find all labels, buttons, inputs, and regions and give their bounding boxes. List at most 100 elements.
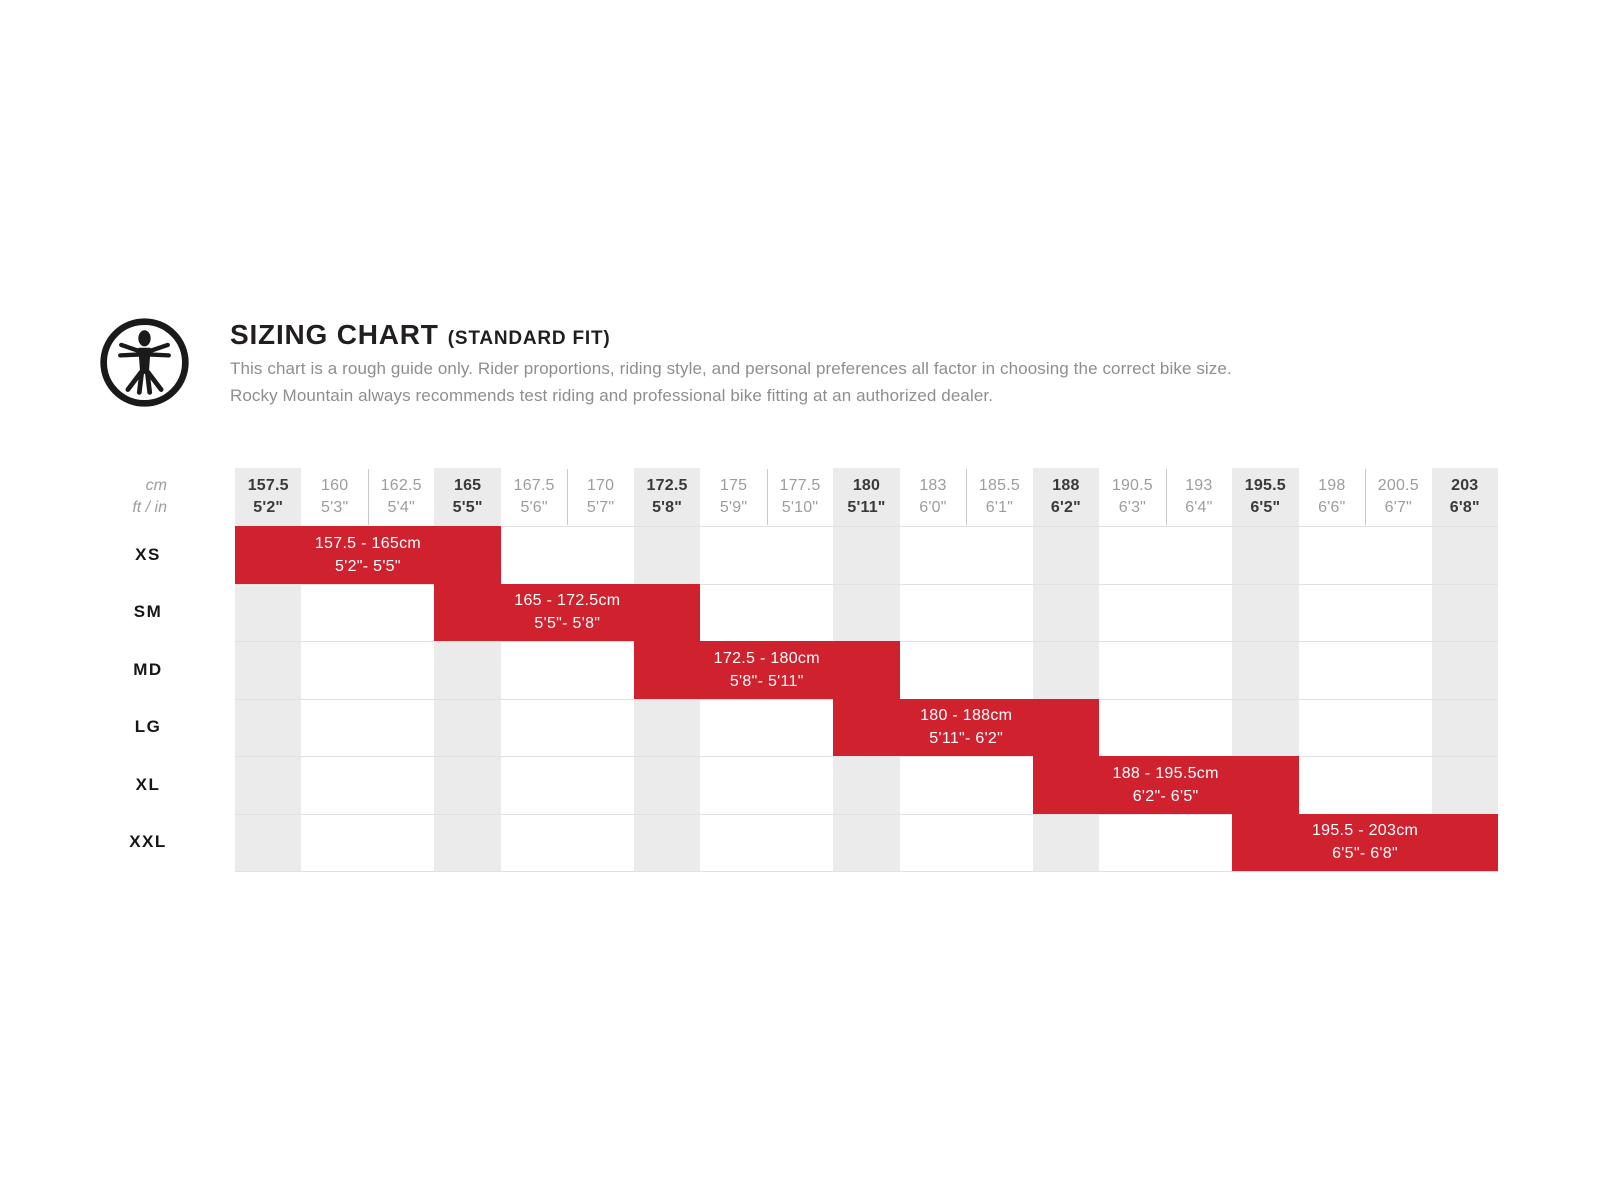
size-bar-ftin-range: 5'2"- 5'5" <box>335 557 401 575</box>
column-header: 165 5'5" <box>434 468 500 526</box>
description-line-1: This chart is a rough guide only. Rider … <box>230 359 1232 378</box>
size-bar: 165 - 172.5cm 5'5"- 5'8" <box>434 583 701 641</box>
column-header-cm: 172.5 <box>646 477 688 494</box>
column-header-ftin: 6'3" <box>1118 499 1147 516</box>
row-line <box>235 756 1498 757</box>
column-header-ftin: 6'2" <box>1050 499 1081 516</box>
column-header-ftin: 6'1" <box>985 499 1014 516</box>
column-header-cm: 203 <box>1451 477 1479 494</box>
column-header-cm: 198 <box>1318 477 1346 494</box>
column-header-ftin: 6'0" <box>919 499 947 516</box>
row-line <box>235 583 1498 585</box>
size-bar-cm-range: 188 - 195.5cm <box>1112 764 1219 782</box>
column-header-ftin: 5'2" <box>253 499 284 516</box>
size-row-label: MD <box>133 659 163 679</box>
column-header-cm: 157.5 <box>247 477 289 494</box>
size-bar: 157.5 - 165cm 5'2"- 5'5" <box>235 526 501 584</box>
row-labels: XS SM MD LG XL XXL <box>88 468 208 872</box>
description-line-2: Rocky Mountain always recommends test ri… <box>230 385 994 405</box>
column-header-cm: 185.5 <box>978 477 1020 494</box>
column-header-cm: 167.5 <box>513 477 555 494</box>
header-tick <box>367 469 369 525</box>
size-bar: 180 - 188cm 5'11"- 6'2" <box>833 698 1100 756</box>
column-header: 177.5 5'10" <box>767 468 833 526</box>
row-line <box>235 813 1498 815</box>
column-header-cm: 170 <box>586 477 615 494</box>
column-header: 185.5 6'1" <box>966 468 1032 526</box>
size-bar-cm-range: 165 - 172.5cm <box>514 592 621 610</box>
column-header: 175 5'9" <box>700 468 766 526</box>
size-bar-cm-range: 157.5 - 165cm <box>314 534 422 552</box>
size-bar-ftin-range: 5'11"- 6'2" <box>929 730 1004 748</box>
column-header: 195.5 6'5" <box>1232 468 1298 526</box>
column-header: 203 6'8" <box>1432 468 1498 526</box>
column-header-ftin: 6'5" <box>1250 499 1281 516</box>
column-header-cm: 165 <box>453 477 482 494</box>
sizing-table: 157.5 5'2" 160 5'3" 162.5 5'4" 165 5'5" 167.5 5'6… <box>235 468 1498 872</box>
axis-unit-labels: cm ft / in <box>60 468 167 526</box>
column-header-cm: 180 <box>852 477 881 494</box>
size-bar-ftin-range: 6'5"- 6'8" <box>1332 845 1398 863</box>
standard-fit-subtitle: (STANDARD FIT) <box>447 328 611 349</box>
column-header-cm: 193 <box>1185 477 1213 494</box>
header-tick <box>966 469 968 525</box>
column-header-ftin: 5'4" <box>387 499 415 516</box>
column-header: 188 6'2" <box>1033 468 1099 526</box>
column-header-cm: 183 <box>919 477 947 494</box>
column-header-ftin: 5'3" <box>321 499 349 516</box>
column-header-cm: 177.5 <box>779 477 821 494</box>
column-header-cm: 200.5 <box>1377 477 1419 494</box>
size-row-label: XL <box>135 774 161 794</box>
header-tick <box>1165 469 1167 525</box>
column-header-ftin: 6'4" <box>1185 499 1213 516</box>
size-row-label: XXL <box>129 832 167 852</box>
size-bar-cm-range: 180 - 188cm <box>920 707 1013 725</box>
column-header-cm: 160 <box>321 477 349 494</box>
size-bar: 195.5 - 203cm 6'5"- 6'8" <box>1232 813 1498 871</box>
column-header: 162.5 5'4" <box>368 468 434 526</box>
column-header-ftin: 6'8" <box>1449 499 1480 516</box>
column-header-ftin: 5'7" <box>586 499 615 516</box>
size-bar-ftin-range: 5'5"- 5'8" <box>534 615 601 633</box>
row-line <box>235 526 1498 527</box>
size-bar-cm-range: 195.5 - 203cm <box>1311 822 1419 840</box>
column-header: 198 6'6" <box>1299 468 1365 526</box>
sizing-chart-title: SIZING CHART <box>230 319 439 350</box>
column-header-cm: 188 <box>1052 477 1080 494</box>
column-header-cm: 175 <box>719 477 748 494</box>
vitruvian-man-icon <box>100 318 189 407</box>
column-header: 157.5 5'2" <box>235 468 301 526</box>
column-header-ftin: 6'7" <box>1384 499 1412 516</box>
column-header-ftin: 5'8" <box>652 499 683 516</box>
size-bar-cm-range: 172.5 - 180cm <box>713 649 820 667</box>
chart-description: This chart is a rough guide only. Rider … <box>230 356 1232 409</box>
column-header-ftin: 5'5" <box>452 499 483 516</box>
column-header: 180 5'11" <box>833 468 899 526</box>
header-tick <box>766 469 768 525</box>
unit-label-cm: cm <box>145 477 167 494</box>
column-header-cm: 195.5 <box>1244 477 1286 494</box>
column-header-ftin: 6'6" <box>1318 499 1346 516</box>
header-tick <box>567 469 569 525</box>
unit-label-ftin: ft / in <box>132 499 167 516</box>
size-bar-ftin-range: 6'2"- 6'5" <box>1132 787 1199 805</box>
size-row-label: SM <box>133 602 163 622</box>
column-header: 172.5 5'8" <box>634 468 700 526</box>
column-header: 193 6'4" <box>1166 468 1232 526</box>
column-header: 167.5 5'6" <box>501 468 567 526</box>
column-header: 190.5 6'3" <box>1099 468 1165 526</box>
column-header-ftin: 5'6" <box>520 499 548 516</box>
row-line <box>235 871 1498 872</box>
size-bar-ftin-range: 5'8"- 5'11" <box>729 672 804 690</box>
column-header-ftin: 5'9" <box>719 499 748 516</box>
size-row-label: LG <box>134 717 162 737</box>
column-header-ftin: 5'11" <box>847 499 886 516</box>
column-header-cm: 162.5 <box>380 477 422 494</box>
column-header-cm: 190.5 <box>1111 477 1153 494</box>
column-header: 170 5'7" <box>567 468 633 526</box>
page-title: SIZING CHART (STANDARD FIT) <box>230 319 611 351</box>
column-header: 200.5 6'7" <box>1365 468 1431 526</box>
header-tick <box>1365 469 1367 525</box>
column-stripe <box>1431 468 1498 871</box>
